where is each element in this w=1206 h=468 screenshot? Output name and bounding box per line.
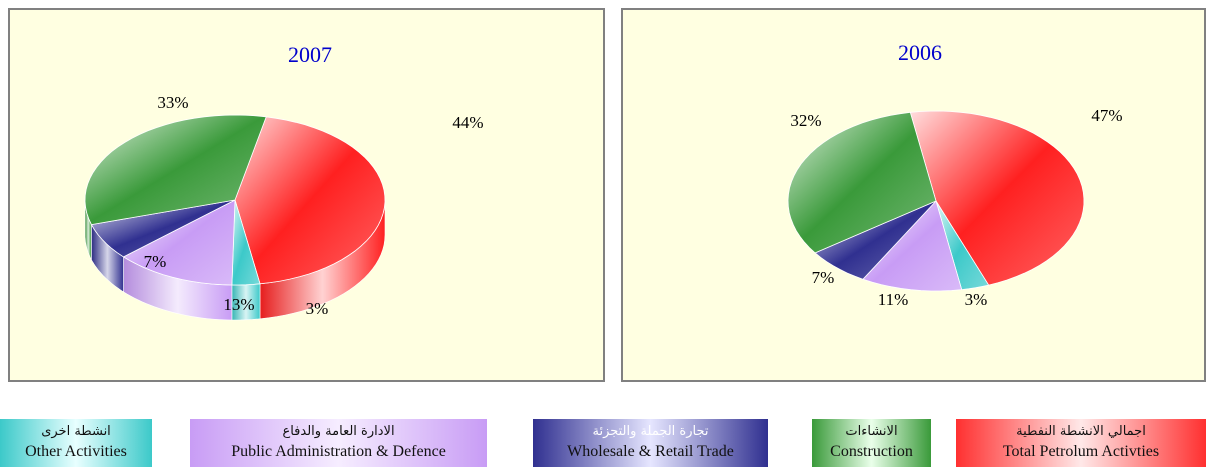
- legend-label-en: Public Administration & Defence: [231, 443, 446, 460]
- chart-title: 2007: [288, 42, 332, 67]
- legend-item-total-petroleum: اجمالي الانشطة النفطية Total Petrolum Ac…: [956, 419, 1206, 467]
- data-label: 13%: [223, 295, 254, 314]
- legend-item-other-activities: انشطة اخرى Other Activities: [0, 419, 152, 467]
- legend-label-ar: تجارة الجملة والتجزئة: [592, 424, 709, 439]
- legend-label-en: Other Activities: [25, 443, 127, 460]
- legend-item-construction: الانشاءات Construction: [812, 419, 931, 467]
- chart-title: 2006: [898, 40, 942, 65]
- legend-item-wholesale-retail: تجارة الجملة والتجزئة Wholesale & Retail…: [533, 419, 768, 467]
- data-label: 7%: [812, 268, 835, 287]
- pie-slice: [787, 111, 937, 254]
- pie-slice: [862, 200, 963, 292]
- chart-panel-2007: 2007 44% 3% 13% 7% 33%: [8, 8, 605, 382]
- pie-slice: [909, 110, 1085, 286]
- data-label: 7%: [144, 252, 167, 271]
- pie-slice: [814, 200, 937, 280]
- legend-label-ar: اجمالي الانشطة النفطية: [1016, 424, 1146, 439]
- legend-label-ar: الانشاءات: [845, 424, 898, 439]
- legend-label-ar: انشطة اخرى: [41, 424, 111, 439]
- legend-item-public-administration: الادارة العامة والدفاع Public Administra…: [190, 419, 487, 467]
- legend-label-en: Construction: [830, 443, 913, 460]
- legend-label-en: Total Petrolum Activties: [1002, 443, 1160, 460]
- pie-chart-2007: 2007 44% 3% 13% 7% 33%: [84, 42, 484, 321]
- pie-slice: [234, 116, 386, 285]
- data-label: 32%: [790, 111, 821, 130]
- legend-label-en: Wholesale & Retail Trade: [567, 443, 734, 460]
- pie-slice: [90, 199, 236, 258]
- data-label: 3%: [965, 290, 988, 309]
- pie-chart-2006: 2006 47% 3% 11% 7% 32%: [787, 40, 1123, 309]
- pie-slice: [122, 199, 236, 286]
- data-label: 33%: [157, 93, 188, 112]
- pie-slice: [84, 114, 267, 226]
- legend-label-ar: الادارة العامة والدفاع: [282, 424, 395, 439]
- data-label: 3%: [306, 299, 329, 318]
- data-label: 47%: [1091, 106, 1122, 125]
- chart-panel-2006: 2006 47% 3% 11% 7% 32%: [621, 8, 1206, 382]
- data-label: 44%: [452, 113, 483, 132]
- data-label: 11%: [878, 290, 909, 309]
